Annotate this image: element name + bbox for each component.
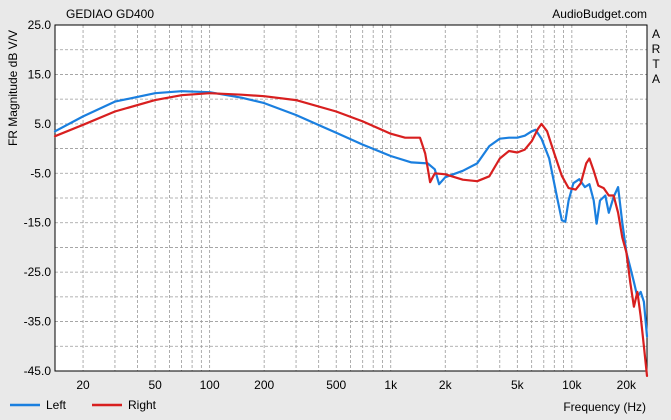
- x-tick-label: 100: [200, 378, 220, 392]
- y-tick-label: -15.0: [24, 216, 52, 230]
- side-label-letter: A: [652, 27, 660, 41]
- legend-label-right: Right: [128, 398, 157, 412]
- y-axis-label: FR Magnitude dB V/V: [6, 30, 20, 146]
- x-tick-label: 20k: [617, 378, 637, 392]
- x-tick-label: 5k: [511, 378, 525, 392]
- x-tick-label: 200: [254, 378, 274, 392]
- x-tick-label: 500: [326, 378, 346, 392]
- y-tick-label: 15.0: [28, 67, 52, 81]
- legend: Left Right: [10, 398, 157, 412]
- series-lines: [53, 90, 649, 377]
- plot-frame: [54, 24, 648, 372]
- y-tick-label: 5.0: [34, 117, 51, 131]
- tick-labels: 25.0 15.0 5.0 -5.0 -15.0 -25.0 -35.0 -45.0 20 50 1…: [24, 18, 637, 392]
- x-tick-label: 1k: [384, 378, 398, 392]
- series-line-right: [53, 92, 649, 377]
- side-label-letter: R: [652, 42, 661, 56]
- x-tick-label: 20: [76, 378, 90, 392]
- x-tick-label: 2k: [439, 378, 453, 392]
- x-tick-label: 50: [148, 378, 162, 392]
- y-tick-label: -45.0: [24, 364, 52, 378]
- watermark: AudioBudget.com: [552, 7, 647, 21]
- y-tick-label: -35.0: [24, 315, 52, 329]
- y-tick-label: -25.0: [24, 265, 52, 279]
- x-tick-label: 10k: [562, 378, 582, 392]
- grid: [55, 25, 647, 371]
- side-label-letter: T: [652, 57, 660, 71]
- legend-label-left: Left: [46, 398, 67, 412]
- x-axis-label: Frequency (Hz): [563, 400, 646, 414]
- chart-title: GEDIAO GD400: [66, 7, 154, 21]
- y-tick-label: 25.0: [28, 18, 52, 32]
- y-tick-label: -5.0: [30, 166, 51, 180]
- series-line-left: [53, 90, 649, 338]
- side-label-letter: A: [652, 72, 660, 86]
